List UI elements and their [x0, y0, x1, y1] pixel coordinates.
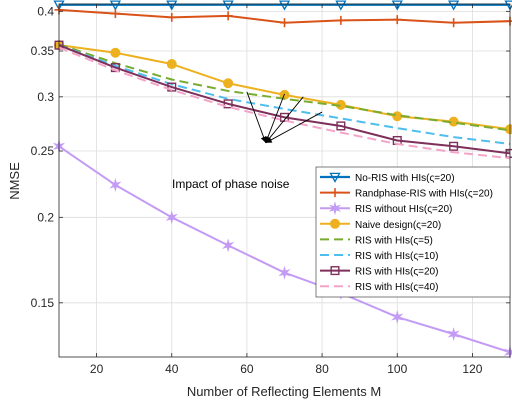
data-point — [111, 48, 120, 57]
legend-label: RIS with HIs(ς=5) — [355, 235, 433, 246]
y-tick-label: 0.3 — [37, 90, 54, 104]
x-tick-label: 40 — [165, 362, 179, 376]
annotation-label: Impact of phase noise — [172, 177, 290, 191]
x-tick-label: 80 — [315, 362, 329, 376]
y-tick-label: 0.35 — [31, 44, 55, 58]
data-point — [393, 112, 402, 121]
x-tick-label: 20 — [90, 362, 104, 376]
y-tick-label: 0.4 — [37, 4, 54, 18]
x-tick-label: 100 — [387, 362, 407, 376]
legend: No-RIS with HIs(ς=20) Randphase-RIS with … — [316, 167, 510, 297]
y-tick-label: 0.25 — [31, 144, 55, 158]
y-tick-label: 0.2 — [37, 210, 54, 224]
x-axis-label: Number of Reflecting Elements M — [187, 384, 381, 399]
legend-swatch-marker — [331, 219, 340, 228]
legend-label: RIS with HIs(ς=40) — [355, 282, 438, 293]
y-tick-label: 0.15 — [31, 296, 55, 310]
data-point — [224, 79, 233, 88]
x-tick-label: 120 — [462, 362, 482, 376]
legend-label: Naive design(ς=20) — [355, 220, 441, 231]
y-axis-label: NMSE — [7, 162, 22, 200]
legend-label: RIS without HIs(ς=20) — [355, 204, 452, 215]
x-tick-label: 60 — [240, 362, 254, 376]
legend-label: RIS with HIs(ς=20) — [355, 267, 438, 278]
legend-label: Randphase-RIS with HIs(ς=20) — [355, 189, 493, 200]
data-point — [167, 60, 176, 69]
legend-label: No-RIS with HIs(ς=20) — [355, 173, 455, 184]
legend-label: RIS with HIs(ς=10) — [355, 251, 438, 262]
